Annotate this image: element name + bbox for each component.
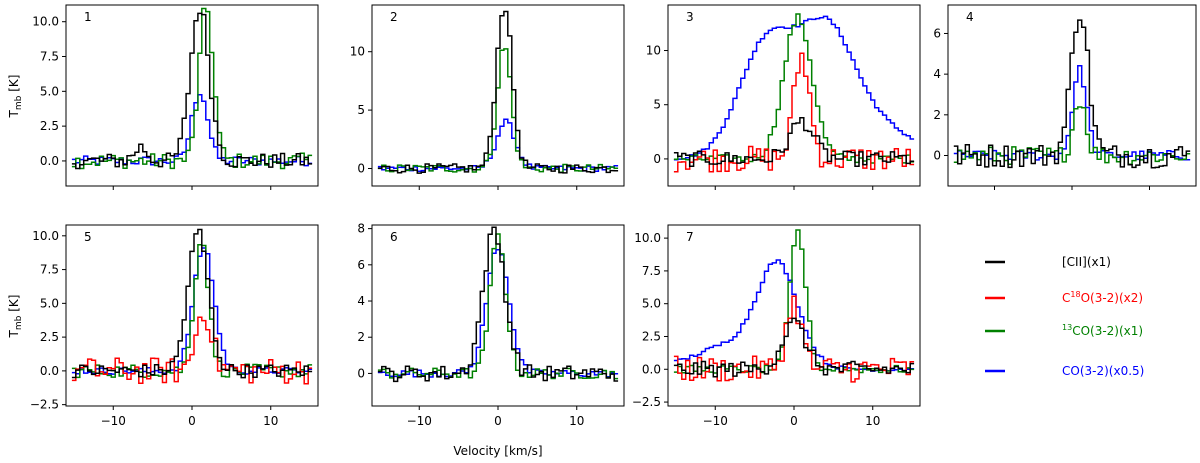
ytick-label-5-2: 2.5 <box>40 330 59 344</box>
ytick-label-1-2: 5.0 <box>40 84 59 98</box>
ytick-label-1-1: 2.5 <box>40 119 59 133</box>
xtick-label-7-0: −10 <box>703 414 728 428</box>
spectra-3 <box>673 13 915 173</box>
xtick-label-6-0: −10 <box>407 414 432 428</box>
series-CO-2 <box>377 118 619 173</box>
ytick-label-2-0: 0 <box>357 161 365 175</box>
series-CO-3 <box>673 15 915 161</box>
series-C18O-3 <box>673 52 915 173</box>
ytick-label-3-0: 0 <box>653 152 661 166</box>
panel-4: 0 2 4 6 4 <box>933 4 1197 190</box>
ytick-label-1-0: 0.0 <box>40 154 59 168</box>
series-C18O-7 <box>673 295 915 383</box>
axes-frame-7 <box>667 224 921 407</box>
panel-number-2: 2 <box>390 10 398 24</box>
panel-5: −2.5 0.0 2.5 5.0 7.5 10.0 −10 0 10 5 <box>30 224 319 428</box>
series-13CO-7 <box>673 229 915 374</box>
ytick-label-7-5: 10.0 <box>634 231 661 245</box>
ytick-label-1-4: 10.0 <box>32 15 59 29</box>
ytick-label-6-1: 2 <box>357 330 365 344</box>
ytick-label-6-3: 6 <box>357 258 365 272</box>
series-13CO-3 <box>673 13 915 164</box>
ytick-label-7-4: 7.5 <box>642 264 661 278</box>
ytick-label-7-1: 0.0 <box>642 362 661 376</box>
xtick-label-7-2: 10 <box>865 414 880 428</box>
series-CII-4 <box>953 19 1191 169</box>
ytick-label-7-2: 2.5 <box>642 329 661 343</box>
ytick-label-4-3: 6 <box>933 26 941 40</box>
series-13CO-5 <box>71 244 313 379</box>
series-CII-3 <box>673 116 915 168</box>
xtick-label-7-1: 0 <box>790 414 798 428</box>
axes-frame-2 <box>371 4 625 187</box>
panel-number-6: 6 <box>390 230 398 244</box>
legend-label-C18O: C18O(3-2)(x2) <box>1062 290 1143 305</box>
panel-2: 0 5 10 2 <box>350 4 625 190</box>
panel-number-4: 4 <box>966 10 974 24</box>
xtick-label-6-2: 10 <box>569 414 584 428</box>
ytick-label-3-2: 10 <box>646 44 661 58</box>
ytick-label-5-5: 10.0 <box>32 229 59 243</box>
legend-label-CO: CO(3-2)(x0.5) <box>1062 364 1144 378</box>
series-CII-1 <box>71 12 313 170</box>
legend-label-13CO: 13CO(3-2)(x1) <box>1062 323 1143 338</box>
series-13CO-6 <box>377 233 619 380</box>
panel-7: −2.5 0.0 2.5 5.0 7.5 10.0 −10 0 10 7 <box>632 224 921 428</box>
ytick-label-4-1: 2 <box>933 108 941 122</box>
series-C18O-5 <box>71 316 313 385</box>
spectra-2 <box>377 10 619 174</box>
ytick-label-4-2: 4 <box>933 67 941 81</box>
panel-number-7: 7 <box>686 230 694 244</box>
series-CII-2 <box>377 10 619 174</box>
ytick-label-3-1: 5 <box>653 98 661 112</box>
series-CO-6 <box>377 249 619 378</box>
xtick-label-6-1: 0 <box>494 414 502 428</box>
ytick-label-6-0: 0 <box>357 366 365 380</box>
panel-1: 0.0 2.5 5.0 7.5 10.0 1 <box>32 4 319 190</box>
ytick-label-5-4: 7.5 <box>40 263 59 277</box>
xtick-label-5-2: 10 <box>263 414 278 428</box>
spectra-6 <box>377 226 619 383</box>
spectra-4 <box>953 19 1191 169</box>
panel-number-3: 3 <box>686 10 694 24</box>
series-13CO-2 <box>377 48 619 173</box>
ytick-label-7-3: 5.0 <box>642 297 661 311</box>
ytick-label-1-3: 7.5 <box>40 50 59 64</box>
series-13CO-1 <box>71 7 313 170</box>
xtick-label-5-1: 0 <box>188 414 196 428</box>
spectra-5 <box>71 228 313 385</box>
ylabel-top: Tmb [K] <box>7 75 24 119</box>
ytick-label-7-0: −2.5 <box>632 395 661 409</box>
series-CO-7 <box>673 259 915 372</box>
ytick-label-5-0: −2.5 <box>30 398 59 412</box>
series-CII-6 <box>377 226 619 383</box>
ytick-label-6-2: 4 <box>357 294 365 308</box>
spectra-7 <box>673 229 915 383</box>
panel-6: 0 2 4 6 8 −10 0 10 6 <box>357 222 625 428</box>
ytick-label-6-4: 8 <box>357 222 365 236</box>
panel-number-5: 5 <box>84 230 92 244</box>
xlabel: Velocity [km/s] <box>453 444 542 458</box>
panel-3: 0 5 10 3 <box>646 4 921 190</box>
legend-label-CII: [CII](x1) <box>1062 255 1111 269</box>
ytick-label-2-2: 10 <box>350 45 365 59</box>
xtick-label-5-0: −10 <box>101 414 126 428</box>
ytick-label-5-1: 0.0 <box>40 364 59 378</box>
series-CII-7 <box>673 317 915 378</box>
ylabel-bottom: Tmb [K] <box>7 295 24 339</box>
ytick-label-4-0: 0 <box>933 148 941 162</box>
panel-number-1: 1 <box>84 10 92 24</box>
ytick-label-2-1: 5 <box>357 103 365 117</box>
spectra-1 <box>71 7 313 170</box>
ytick-label-5-3: 5.0 <box>40 296 59 310</box>
series-CII-5 <box>71 228 313 379</box>
